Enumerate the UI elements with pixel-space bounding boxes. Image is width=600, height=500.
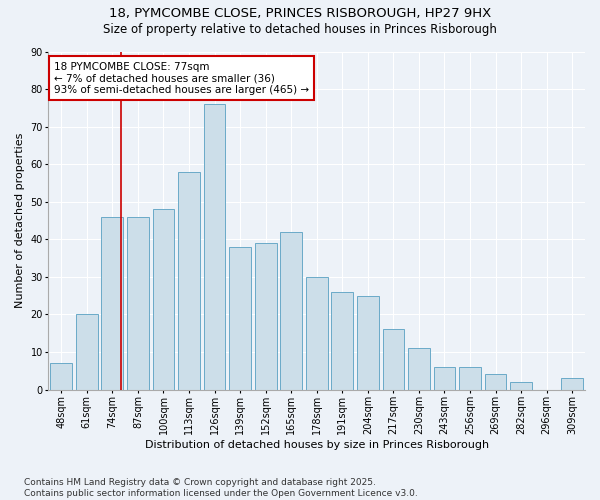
Bar bbox=[127, 217, 149, 390]
Bar bbox=[76, 314, 98, 390]
Bar bbox=[50, 363, 72, 390]
Bar bbox=[306, 277, 328, 390]
Text: Contains HM Land Registry data © Crown copyright and database right 2025.
Contai: Contains HM Land Registry data © Crown c… bbox=[24, 478, 418, 498]
Bar bbox=[459, 367, 481, 390]
Bar bbox=[357, 296, 379, 390]
Text: 18 PYMCOMBE CLOSE: 77sqm
← 7% of detached houses are smaller (36)
93% of semi-de: 18 PYMCOMBE CLOSE: 77sqm ← 7% of detache… bbox=[54, 62, 309, 95]
Bar bbox=[408, 348, 430, 390]
Bar bbox=[229, 247, 251, 390]
Bar bbox=[203, 104, 226, 390]
Bar bbox=[383, 330, 404, 390]
Bar bbox=[152, 209, 175, 390]
Bar bbox=[331, 292, 353, 390]
Bar bbox=[434, 367, 455, 390]
Bar bbox=[255, 243, 277, 390]
Bar bbox=[280, 232, 302, 390]
Text: Size of property relative to detached houses in Princes Risborough: Size of property relative to detached ho… bbox=[103, 22, 497, 36]
Text: 18, PYMCOMBE CLOSE, PRINCES RISBOROUGH, HP27 9HX: 18, PYMCOMBE CLOSE, PRINCES RISBOROUGH, … bbox=[109, 8, 491, 20]
Y-axis label: Number of detached properties: Number of detached properties bbox=[15, 133, 25, 308]
Bar bbox=[101, 217, 123, 390]
X-axis label: Distribution of detached houses by size in Princes Risborough: Distribution of detached houses by size … bbox=[145, 440, 489, 450]
Bar bbox=[510, 382, 532, 390]
Bar bbox=[485, 374, 506, 390]
Bar bbox=[562, 378, 583, 390]
Bar bbox=[178, 172, 200, 390]
